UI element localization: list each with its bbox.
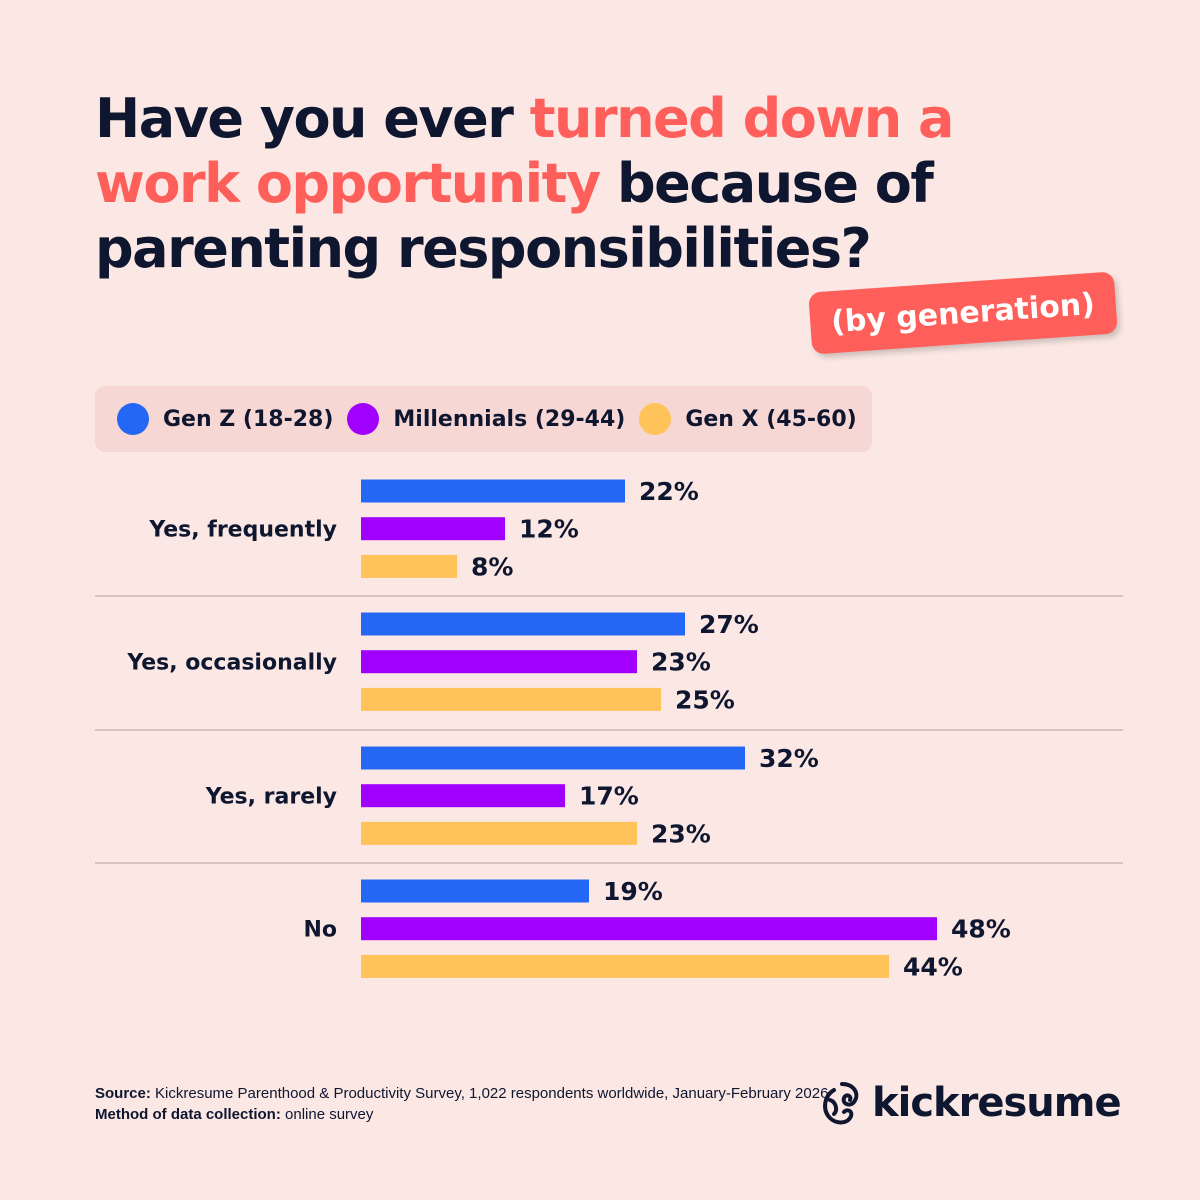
data-label: 23% [651, 648, 711, 677]
data-label: 25% [675, 685, 735, 714]
bar [361, 821, 637, 845]
chart-title: Have you ever turned down a work opportu… [95, 86, 995, 281]
data-label: 27% [699, 610, 759, 639]
title-highlight: turned down a work opportunity [95, 87, 954, 215]
data-label: 32% [759, 744, 819, 773]
kickresume-logo: kickresume [820, 1080, 1122, 1126]
legend: Gen Z (18-28) Millennials (29-44) Gen X (4… [95, 386, 872, 452]
bar [361, 954, 889, 978]
bar [361, 879, 589, 903]
title-part-1: Have you ever [95, 87, 530, 150]
bar [361, 917, 937, 941]
bar [361, 479, 625, 503]
bar [361, 650, 637, 674]
data-label: 22% [639, 477, 699, 506]
category-label: Yes, rarely [205, 785, 337, 810]
method-label: Method of data collection: [95, 1106, 281, 1123]
legend-label: Gen Z (18-28) [163, 406, 334, 432]
legend-item: Gen X (45-60) [639, 403, 857, 435]
footer: Source: Kickresume Parenthood & Producti… [95, 1083, 828, 1125]
data-label: 44% [903, 952, 963, 981]
category-label: No [303, 918, 337, 943]
data-label: 12% [519, 515, 579, 544]
legend-item: Millennials (29-44) [347, 403, 625, 435]
data-label: 8% [471, 552, 513, 581]
data-label: 23% [651, 819, 711, 848]
data-label: 19% [603, 877, 663, 906]
bar [361, 784, 565, 808]
legend-swatch [117, 403, 149, 435]
legend-item: Gen Z (18-28) [117, 403, 333, 435]
bar [361, 554, 457, 578]
data-label: 48% [951, 915, 1011, 944]
bar [361, 612, 685, 636]
title-part-2: because of parenting responsibilities? [95, 152, 934, 280]
legend-swatch [347, 403, 380, 435]
bar [361, 517, 505, 541]
legend-swatch [639, 403, 672, 435]
category-label: Yes, frequently [148, 518, 337, 543]
logo-text: kickresume [872, 1080, 1122, 1126]
bar [361, 687, 661, 711]
data-label: 17% [579, 782, 639, 811]
legend-label: Gen X (45-60) [685, 406, 857, 432]
bar [361, 746, 745, 770]
source-label: Source: [95, 1085, 151, 1102]
chameleon-icon [823, 1082, 859, 1125]
legend-label: Millennials (29-44) [393, 406, 626, 432]
source-text: Kickresume Parenthood & Productivity Sur… [150, 1085, 829, 1102]
category-label: Yes, occasionally [126, 651, 337, 676]
method-text: online survey [280, 1106, 374, 1123]
